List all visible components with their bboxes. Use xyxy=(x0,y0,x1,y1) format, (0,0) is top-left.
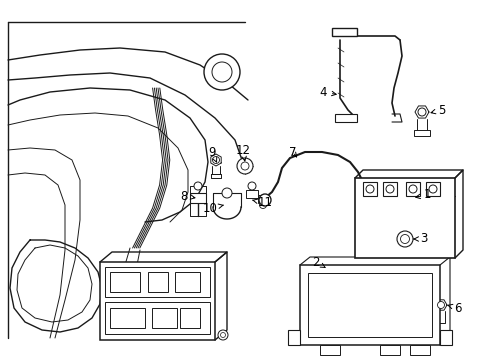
Circle shape xyxy=(259,202,266,208)
Bar xyxy=(405,182,419,196)
Bar xyxy=(354,178,454,258)
Circle shape xyxy=(220,333,225,338)
Text: 12: 12 xyxy=(235,144,250,161)
Text: 5: 5 xyxy=(430,104,445,117)
Circle shape xyxy=(428,185,436,193)
Bar xyxy=(439,330,451,345)
Bar xyxy=(110,308,145,328)
Bar xyxy=(258,195,267,203)
Circle shape xyxy=(437,302,444,309)
Bar xyxy=(245,190,258,198)
Text: 3: 3 xyxy=(413,233,427,246)
Bar xyxy=(105,302,209,334)
Text: 4: 4 xyxy=(319,85,336,99)
Bar xyxy=(287,330,299,345)
Circle shape xyxy=(237,158,252,174)
Text: 1: 1 xyxy=(415,189,430,202)
Text: 2: 2 xyxy=(311,256,325,269)
Bar xyxy=(362,182,376,196)
Bar xyxy=(148,272,168,292)
Bar xyxy=(190,193,205,203)
Bar xyxy=(413,130,429,136)
Bar xyxy=(307,273,431,337)
Bar xyxy=(319,345,339,355)
Text: 7: 7 xyxy=(288,145,296,158)
Circle shape xyxy=(365,185,373,193)
Circle shape xyxy=(259,194,270,206)
Bar xyxy=(175,272,200,292)
Bar xyxy=(110,272,140,292)
Circle shape xyxy=(408,185,416,193)
Bar xyxy=(382,182,396,196)
Circle shape xyxy=(241,162,248,170)
Bar xyxy=(105,267,209,297)
Circle shape xyxy=(356,184,368,196)
Circle shape xyxy=(247,182,256,190)
Text: 8: 8 xyxy=(180,189,195,202)
Circle shape xyxy=(222,188,231,198)
Bar xyxy=(334,114,356,122)
Circle shape xyxy=(212,62,231,82)
Circle shape xyxy=(212,157,219,163)
Circle shape xyxy=(417,108,425,116)
Bar xyxy=(409,345,429,355)
Bar xyxy=(100,262,215,340)
Text: 11: 11 xyxy=(252,197,272,210)
Circle shape xyxy=(203,54,240,90)
Bar xyxy=(379,345,399,355)
Bar xyxy=(425,182,439,196)
Text: 6: 6 xyxy=(447,302,461,315)
Circle shape xyxy=(400,234,408,243)
Circle shape xyxy=(396,231,412,247)
Bar xyxy=(152,308,177,328)
Text: 9: 9 xyxy=(208,145,216,162)
Bar xyxy=(180,308,200,328)
Text: 10: 10 xyxy=(203,202,223,215)
Bar xyxy=(331,28,356,36)
Circle shape xyxy=(194,182,202,190)
Circle shape xyxy=(385,185,393,193)
Circle shape xyxy=(218,330,227,340)
Bar xyxy=(299,265,439,345)
